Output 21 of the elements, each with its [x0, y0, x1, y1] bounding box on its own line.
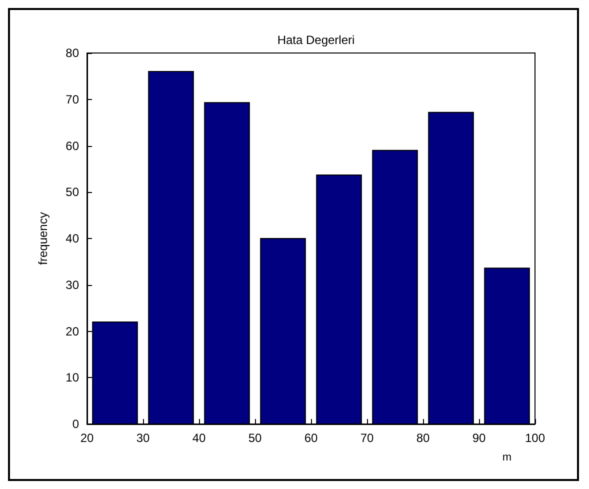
y-tick-label: 10 [66, 370, 80, 385]
y-tick-label: 0 [72, 417, 80, 431]
y-tick-label: 20 [66, 324, 80, 338]
y-tick-label: 60 [66, 138, 80, 153]
chart-title: Hata Degerleri [277, 33, 355, 47]
x-tick-label: 90 [472, 431, 486, 445]
y-tick-label: 80 [66, 46, 80, 60]
y-tick-label: 30 [66, 278, 80, 292]
x-tick-label: 60 [304, 431, 318, 445]
y-tick-label: 50 [66, 185, 80, 200]
x-tick-label: 70 [360, 431, 374, 445]
x-tick-label: 40 [192, 431, 206, 445]
x-axis-title: m [502, 452, 512, 464]
y-tick-label: 40 [66, 232, 80, 246]
x-tick-label: 30 [136, 431, 150, 445]
y-tick-label: 70 [66, 92, 80, 106]
y-axis-title: frequency [36, 212, 50, 265]
x-tick-label: 20 [80, 431, 94, 445]
x-tick-label: 100 [524, 431, 546, 445]
x-tick-label: 50 [248, 431, 262, 445]
x-tick-label: 80 [416, 431, 430, 445]
